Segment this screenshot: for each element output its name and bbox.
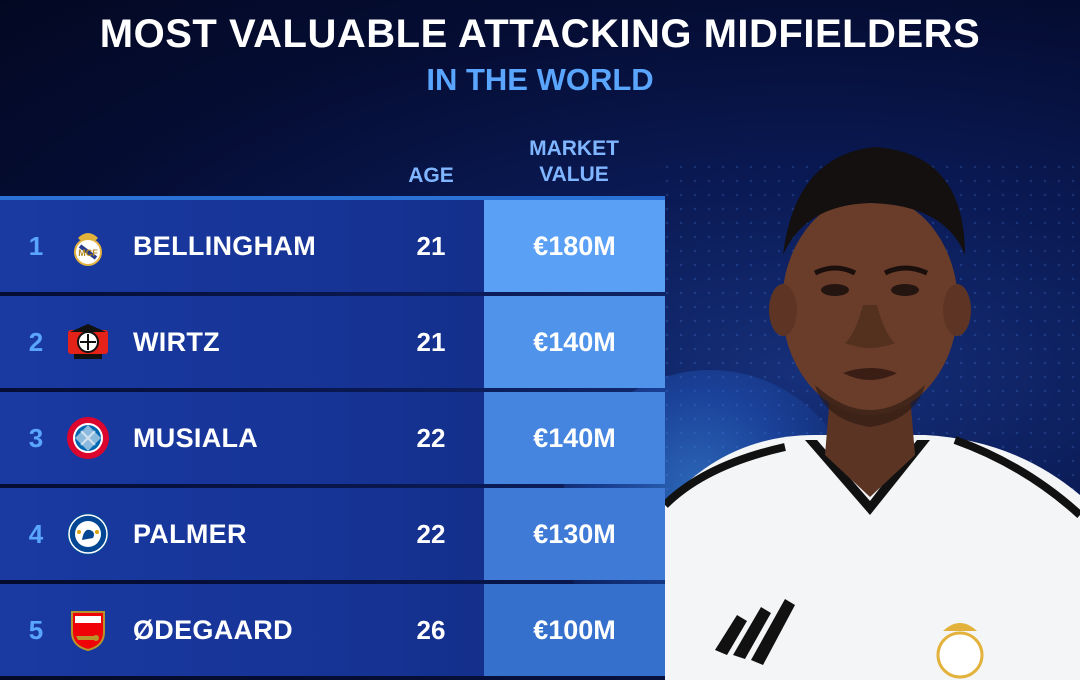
player-photo <box>665 147 1080 680</box>
player-name: ØDEGAARD <box>133 615 293 645</box>
bayer-leverkusen-crest-icon <box>68 324 108 359</box>
page-subtitle: IN THE WORLD <box>426 62 654 97</box>
market-value-header-line2: VALUE <box>539 163 609 186</box>
table-row: 3 MUSIALA 22 €140M <box>0 392 665 484</box>
market-value-header-line1: MARKET <box>529 137 619 160</box>
table-top-divider <box>0 196 665 200</box>
svg-text:MCF: MCF <box>78 248 98 258</box>
rank-number: 1 <box>28 231 44 261</box>
player-name: MUSIALA <box>133 423 259 453</box>
market-value: €140M <box>484 392 665 484</box>
player-name: BELLINGHAM <box>133 231 316 261</box>
age-column-header: AGE <box>408 164 454 187</box>
real-madrid-crest-icon: MCF <box>74 233 102 266</box>
market-value: €180M <box>484 200 665 292</box>
player-age: 26 <box>416 615 446 645</box>
table-row: 5 ØDEGAARD 26 €100M <box>0 584 665 676</box>
ranking-table: 1 MCF BELLINGHAM 21 €180M 2 WIRTZ 21 €14… <box>0 200 665 680</box>
rank-number: 4 <box>28 519 44 549</box>
player-name: PALMER <box>133 519 247 549</box>
bayern-munich-crest-icon <box>67 417 109 459</box>
player-age: 22 <box>416 519 446 549</box>
market-value: €130M <box>484 488 665 580</box>
rank-number: 2 <box>28 327 44 357</box>
table-row: 1 MCF BELLINGHAM 21 €180M <box>0 200 665 292</box>
player-age: 22 <box>416 423 446 453</box>
chelsea-crest-icon <box>67 513 109 555</box>
player-age: 21 <box>416 327 446 357</box>
market-value-column-header: MARKET VALUE <box>496 136 652 188</box>
player-age: 21 <box>416 231 446 261</box>
market-value: €100M <box>484 584 665 676</box>
player-name: WIRTZ <box>133 327 220 357</box>
market-value: €140M <box>484 296 665 388</box>
table-row: 4 PALMER 22 €130M <box>0 488 665 580</box>
page-title: MOST VALUABLE ATTACKING MIDFIELDERS <box>99 12 981 56</box>
rank-number: 5 <box>28 615 44 645</box>
rank-number: 3 <box>28 423 44 453</box>
table-row: 2 WIRTZ 21 €140M <box>0 296 665 388</box>
arsenal-crest-icon <box>71 611 105 652</box>
